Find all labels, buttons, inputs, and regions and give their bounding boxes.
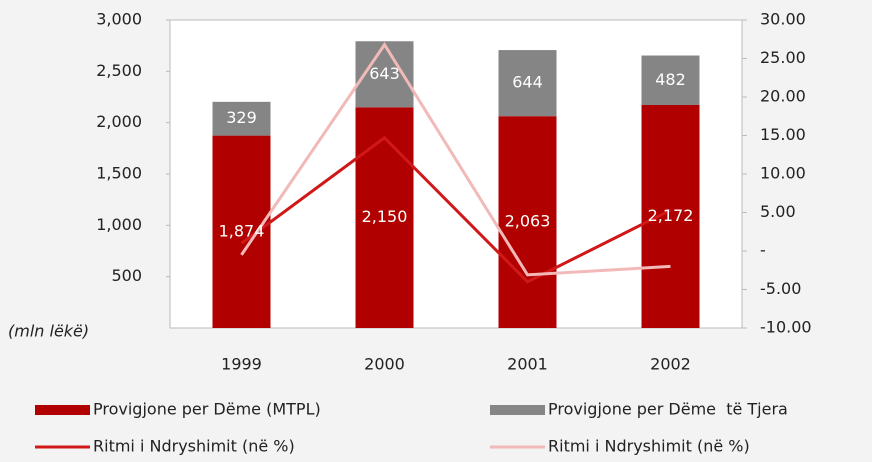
data-label: 2,150 — [362, 207, 408, 226]
data-label: 329 — [226, 108, 257, 127]
legend-label: Ritmi i Ndryshimit (në %) — [93, 437, 295, 456]
y-tick-label: 2,500 — [96, 61, 142, 80]
legend-label: Ritmi i Ndryshimit (në %) — [548, 437, 750, 456]
x-tick-label: 2000 — [364, 355, 405, 374]
y-tick-label: 1,500 — [96, 164, 142, 183]
y-tick-label: 1,000 — [96, 215, 142, 234]
y2-tick-label: -5.00 — [760, 279, 801, 298]
line — [240, 135, 672, 284]
data-label: 482 — [655, 70, 686, 89]
y2-tick-label: - — [760, 241, 766, 260]
line — [240, 41, 671, 277]
legend-swatch — [35, 405, 90, 415]
y2-tick-label: 10.00 — [760, 164, 806, 183]
y2-tick-label: 25.00 — [760, 48, 806, 67]
data-label: 644 — [512, 73, 543, 92]
bar — [641, 105, 700, 329]
legend-label: Provigjone per Dëme të Tjera — [548, 400, 788, 419]
bar — [641, 55, 700, 106]
x-tick-label: 1999 — [221, 355, 262, 374]
bar — [498, 116, 557, 328]
y2-tick-label: 5.00 — [760, 202, 796, 221]
data-label: 1,874 — [219, 221, 265, 240]
y-tick-label: 3,000 — [96, 10, 142, 29]
data-label: 2,172 — [648, 206, 694, 225]
x-tick-label: 2002 — [650, 355, 691, 374]
y2-tick-label: 20.00 — [760, 87, 806, 106]
y2-tick-label: 15.00 — [760, 125, 806, 144]
legend-swatch — [490, 405, 545, 415]
x-tick-label: 2001 — [507, 355, 548, 374]
y-axis-label: (mln lëkë) — [8, 322, 89, 341]
y2-tick-label: 30.00 — [760, 10, 806, 29]
y-tick-label: 500 — [111, 266, 142, 285]
bar — [498, 50, 557, 117]
y-tick-label: 2,000 — [96, 112, 142, 131]
bar — [212, 135, 271, 328]
data-label: 2,063 — [505, 212, 551, 231]
bar — [355, 107, 414, 329]
data-label: 643 — [369, 64, 400, 83]
y2-tick-label: -10.00 — [760, 318, 812, 337]
legend-label: Provigjone per Dëme (MTPL) — [93, 400, 321, 419]
bar — [212, 101, 271, 136]
